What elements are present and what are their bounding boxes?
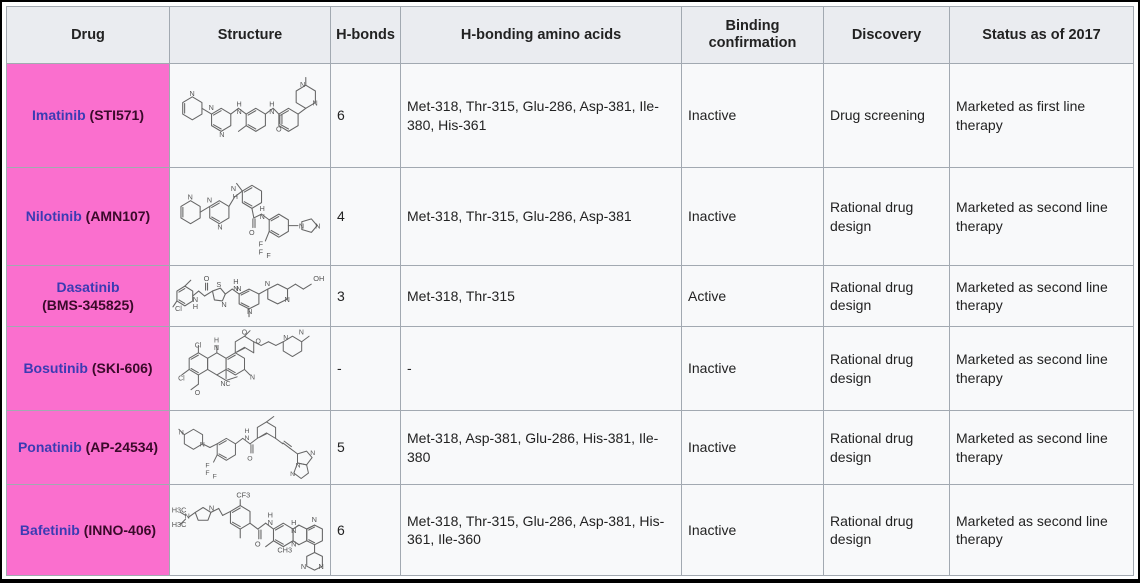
svg-text:N: N bbox=[284, 295, 289, 304]
svg-text:N: N bbox=[236, 284, 241, 293]
svg-text:N: N bbox=[298, 329, 303, 336]
svg-text:O: O bbox=[247, 455, 252, 462]
svg-text:NC: NC bbox=[220, 381, 230, 388]
svg-text:CH3: CH3 bbox=[277, 545, 292, 554]
svg-text:H: H bbox=[244, 428, 249, 435]
svg-text:N: N bbox=[250, 375, 255, 382]
svg-text:F: F bbox=[266, 251, 271, 260]
svg-text:N: N bbox=[290, 471, 295, 478]
svg-text:H: H bbox=[214, 338, 219, 345]
svg-text:CF3: CF3 bbox=[236, 490, 250, 499]
svg-text:N: N bbox=[300, 562, 305, 571]
svg-text:N: N bbox=[219, 130, 224, 139]
svg-text:O: O bbox=[203, 274, 209, 283]
svg-text:N: N bbox=[192, 295, 197, 304]
svg-text:N: N bbox=[315, 221, 320, 230]
svg-text:N: N bbox=[247, 307, 252, 316]
svg-text:N: N bbox=[189, 88, 194, 97]
svg-text:N: N bbox=[300, 80, 305, 89]
svg-text:F: F bbox=[258, 247, 263, 256]
svg-text:H3C: H3C bbox=[171, 520, 186, 529]
svg-text:F: F bbox=[212, 474, 216, 481]
svg-text:N: N bbox=[264, 279, 269, 288]
svg-text:N: N bbox=[311, 515, 316, 524]
svg-text:N: N bbox=[208, 103, 213, 112]
svg-text:O: O bbox=[254, 539, 260, 548]
svg-text:Cl: Cl bbox=[174, 304, 181, 313]
svg-text:F: F bbox=[205, 470, 209, 477]
svg-text:H: H bbox=[259, 204, 264, 213]
svg-text:N: N bbox=[310, 450, 315, 457]
svg-text:N: N bbox=[187, 192, 192, 201]
svg-text:N: N bbox=[318, 562, 323, 571]
svg-text:N: N bbox=[221, 300, 226, 309]
svg-text:OH: OH bbox=[313, 274, 324, 283]
svg-text:S: S bbox=[216, 280, 221, 289]
svg-text:N: N bbox=[230, 184, 235, 193]
svg-text:N: N bbox=[206, 195, 211, 204]
svg-text:O: O bbox=[249, 228, 255, 237]
svg-text:F: F bbox=[205, 463, 209, 470]
svg-text:Cl: Cl bbox=[178, 375, 185, 382]
svg-text:N: N bbox=[312, 98, 317, 107]
svg-text:N: N bbox=[217, 222, 222, 231]
svg-text:O: O bbox=[194, 390, 200, 397]
svg-text:N: N bbox=[214, 345, 219, 352]
